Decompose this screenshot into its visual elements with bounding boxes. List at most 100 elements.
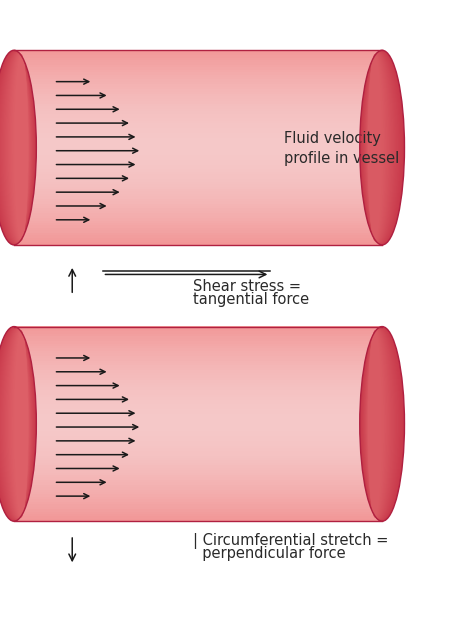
Bar (14, 81, 382, 84)
Bar (14, 484, 382, 487)
Ellipse shape (365, 329, 391, 519)
Bar (14, 418, 382, 421)
Bar (14, 479, 382, 482)
Bar (14, 188, 382, 192)
Bar (14, 208, 382, 211)
Bar (14, 78, 382, 82)
Bar (14, 55, 382, 58)
Bar (14, 404, 382, 407)
Ellipse shape (368, 330, 385, 518)
Ellipse shape (362, 327, 400, 521)
Bar (14, 360, 382, 363)
Ellipse shape (1, 52, 32, 243)
Bar (14, 77, 382, 79)
Bar (14, 230, 382, 233)
Text: Shear stress =: Shear stress = (193, 279, 302, 294)
Bar (14, 57, 382, 60)
Ellipse shape (366, 53, 390, 242)
Ellipse shape (1, 328, 32, 519)
Ellipse shape (7, 53, 30, 242)
Ellipse shape (0, 51, 34, 244)
Bar (14, 460, 382, 463)
Ellipse shape (363, 51, 398, 244)
Ellipse shape (11, 330, 29, 518)
Bar (14, 100, 382, 104)
Bar (14, 183, 382, 187)
Bar (14, 494, 382, 497)
Ellipse shape (0, 328, 33, 520)
Bar (14, 438, 382, 441)
Ellipse shape (0, 51, 35, 244)
Ellipse shape (367, 53, 387, 242)
Ellipse shape (0, 327, 36, 521)
Ellipse shape (361, 51, 402, 244)
Bar (14, 196, 382, 198)
Ellipse shape (368, 54, 382, 241)
Ellipse shape (368, 54, 383, 241)
Bar (14, 499, 382, 502)
Ellipse shape (8, 53, 29, 242)
Ellipse shape (361, 51, 401, 244)
Ellipse shape (366, 329, 390, 519)
Ellipse shape (0, 51, 34, 244)
Ellipse shape (364, 52, 394, 243)
Ellipse shape (361, 50, 403, 245)
Ellipse shape (363, 328, 396, 520)
Ellipse shape (0, 328, 33, 520)
Ellipse shape (361, 327, 403, 521)
Text: | Circumferential stretch =: | Circumferential stretch = (193, 533, 389, 548)
Ellipse shape (368, 53, 385, 242)
Bar (14, 203, 382, 206)
Bar (14, 174, 382, 177)
Bar (14, 108, 382, 111)
Bar (14, 144, 382, 148)
Ellipse shape (361, 327, 401, 521)
Ellipse shape (11, 53, 28, 242)
Bar (14, 516, 382, 519)
Ellipse shape (0, 328, 33, 520)
Ellipse shape (0, 327, 35, 521)
Bar (14, 509, 382, 511)
Bar (14, 392, 382, 394)
Ellipse shape (364, 328, 394, 519)
Bar (14, 470, 382, 472)
Bar (14, 491, 382, 494)
Ellipse shape (0, 327, 36, 521)
Bar (14, 157, 382, 160)
Bar (14, 413, 382, 416)
Bar (14, 431, 382, 433)
Bar (14, 225, 382, 228)
Ellipse shape (368, 330, 384, 517)
Bar (14, 242, 382, 245)
Bar (14, 370, 382, 373)
Bar (14, 377, 382, 380)
Bar (14, 213, 382, 216)
Bar (14, 130, 382, 133)
Ellipse shape (0, 328, 33, 520)
Ellipse shape (360, 50, 404, 245)
Ellipse shape (0, 51, 33, 244)
Bar (14, 518, 382, 521)
Ellipse shape (4, 328, 31, 519)
Ellipse shape (366, 329, 390, 519)
Bar (14, 374, 382, 377)
Bar (14, 205, 382, 208)
Ellipse shape (0, 327, 34, 521)
Ellipse shape (3, 328, 31, 519)
Ellipse shape (367, 53, 386, 242)
Ellipse shape (363, 51, 396, 244)
Bar (14, 127, 382, 131)
Bar (14, 62, 382, 65)
Ellipse shape (5, 329, 31, 519)
Bar (14, 350, 382, 354)
Ellipse shape (364, 328, 395, 519)
Bar (14, 372, 382, 376)
Bar (14, 462, 382, 465)
Ellipse shape (11, 330, 28, 518)
Ellipse shape (361, 327, 402, 521)
Bar (14, 340, 382, 344)
Bar (14, 133, 382, 136)
Ellipse shape (0, 327, 35, 521)
Ellipse shape (362, 51, 401, 244)
Bar (14, 198, 382, 201)
